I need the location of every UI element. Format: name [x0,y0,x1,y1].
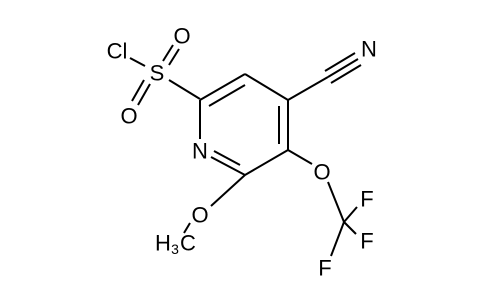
bond [324,52,356,72]
atom-label: F [360,187,373,212]
atom-label: N [192,139,208,164]
bond [162,44,174,62]
methyl-h: H [155,231,171,256]
atom-label: O [173,24,190,49]
atom-label: O [120,104,137,129]
bond [287,149,313,165]
atom-label: O [313,160,330,185]
methyl-subscript: 3 [171,241,179,257]
bond [327,181,345,223]
bond [129,57,146,67]
bonds [129,44,362,257]
bond [327,58,359,78]
bond [199,73,246,101]
bond [330,64,362,84]
atom-label: F [360,229,373,254]
bond [244,149,289,176]
atom-label: O [191,203,208,228]
atom-label: N [361,37,377,62]
bond [208,84,246,107]
methyl-c: C [180,231,196,256]
bond [244,73,289,101]
atom-labels: Cl S O O N N O O F F F H 3 C [107,24,377,281]
atom-label: Cl [107,39,128,64]
bond [168,48,180,66]
bond [287,76,329,101]
bond [343,221,357,235]
bond [168,79,201,100]
bond [210,156,246,176]
bond [213,150,241,166]
bond [330,221,345,257]
bond [210,174,246,207]
bond [137,83,151,106]
bond [183,222,191,234]
atom-label: F [318,256,331,281]
bond [131,79,145,102]
atom-label: S [150,61,165,86]
bond [343,206,358,223]
